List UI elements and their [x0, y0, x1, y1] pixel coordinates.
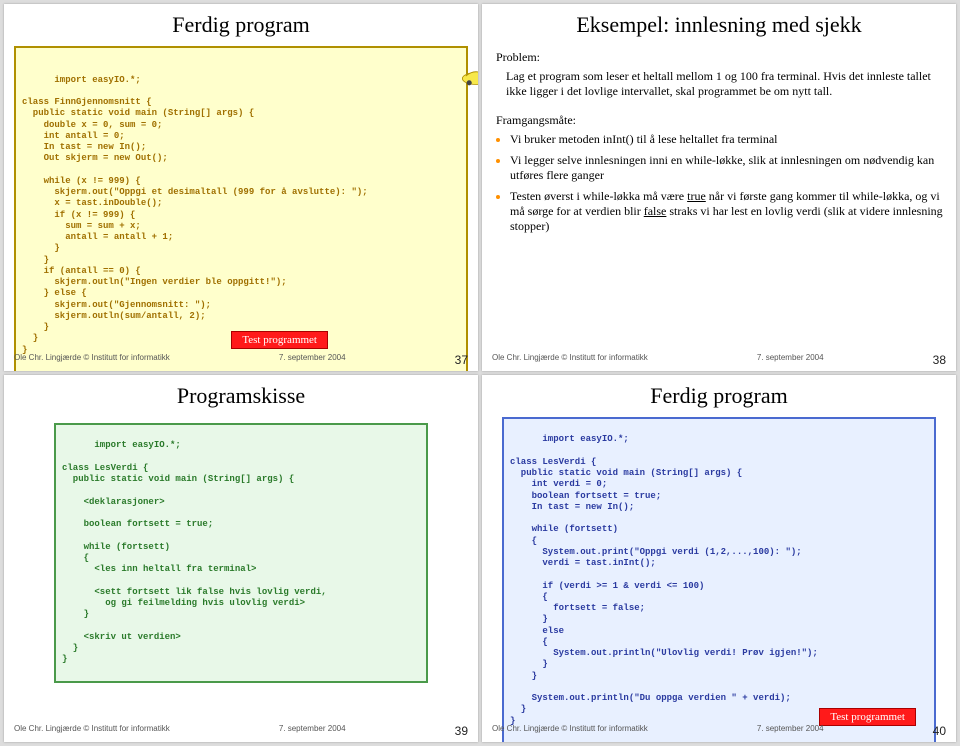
slide-title: Programskisse [14, 383, 468, 409]
car-icon [416, 54, 450, 76]
code-block: import easyIO.*; class LesVerdi { public… [502, 417, 936, 742]
slide-footer: Ole Chr. Lingjærde © Institutt for infor… [14, 353, 468, 367]
slide-footer: Ole Chr. Lingjærde © Institutt for infor… [492, 724, 946, 738]
slide-title: Ferdig program [492, 383, 946, 409]
problem-block: Problem: Lag et program som leser et hel… [492, 50, 946, 105]
slide-title: Eksempel: innlesning med sjekk [492, 12, 946, 38]
footer-date: 7. september 2004 [757, 353, 824, 367]
code-block: import easyIO.*; class FinnGjennomsnitt … [14, 46, 468, 371]
code-text: import easyIO.*; class LesVerdi { public… [62, 440, 327, 664]
slide-footer: Ole Chr. Lingjærde © Institutt for infor… [492, 353, 946, 367]
slide-title: Ferdig program [14, 12, 468, 38]
slide-grid: Ferdig program import easyIO.*; class Fi… [0, 0, 960, 746]
slide-footer: Ole Chr. Lingjærde © Institutt for infor… [14, 724, 468, 738]
page-number: 37 [455, 353, 468, 367]
method-block: Framgangsmåte: Vi bruker metoden inInt()… [492, 113, 946, 240]
footer-date: 7. september 2004 [757, 724, 824, 738]
slide-3: Programskisse import easyIO.*; class Les… [4, 375, 478, 742]
footer-author: Ole Chr. Lingjærde © Institutt for infor… [492, 353, 648, 367]
problem-lead: Problem: [496, 50, 946, 65]
method-bullet: Vi bruker metoden inInt() til å lese hel… [510, 132, 946, 147]
footer-date: 7. september 2004 [279, 353, 346, 367]
footer-author: Ole Chr. Lingjærde © Institutt for infor… [492, 724, 648, 738]
method-bullet: Vi legger selve innlesningen inni en whi… [510, 153, 946, 183]
page-number: 39 [455, 724, 468, 738]
footer-author: Ole Chr. Lingjærde © Institutt for infor… [14, 353, 170, 367]
code-block: import easyIO.*; class LesVerdi { public… [54, 423, 428, 683]
slide-4: Ferdig program import easyIO.*; class Le… [482, 375, 956, 742]
page-number: 40 [933, 724, 946, 738]
method-bullet: Testen øverst i while-løkka må være true… [510, 189, 946, 234]
footer-date: 7. september 2004 [279, 724, 346, 738]
problem-text: Lag et program som leser et heltall mell… [506, 69, 946, 99]
code-text: import easyIO.*; class FinnGjennomsnitt … [22, 75, 368, 355]
page-number: 38 [933, 353, 946, 367]
slide-1: Ferdig program import easyIO.*; class Fi… [4, 4, 478, 371]
slide-2: Eksempel: innlesning med sjekk Problem: … [482, 4, 956, 371]
code-text: import easyIO.*; class LesVerdi { public… [510, 434, 818, 725]
method-lead: Framgangsmåte: [496, 113, 946, 128]
test-button[interactable]: Test programmet [231, 331, 328, 349]
footer-author: Ole Chr. Lingjærde © Institutt for infor… [14, 724, 170, 738]
